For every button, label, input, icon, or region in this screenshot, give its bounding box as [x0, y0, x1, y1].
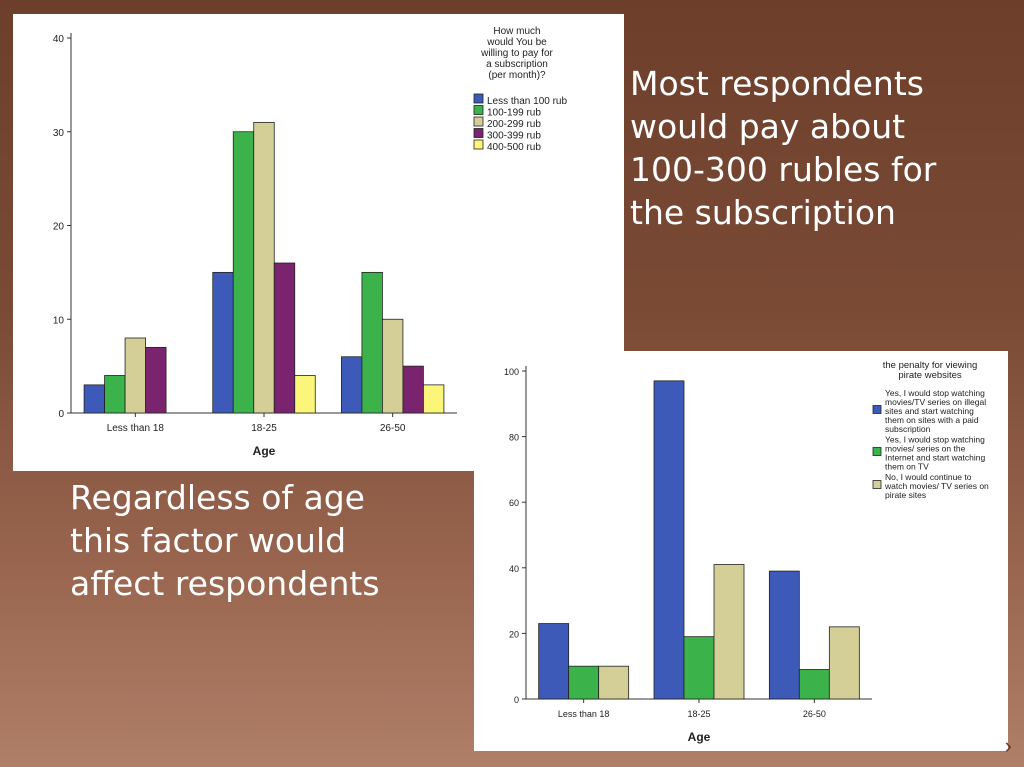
next-slide-icon: › [1004, 733, 1012, 758]
y-tick-label: 40 [53, 34, 65, 45]
bar [273, 262, 296, 414]
bar [83, 384, 105, 414]
legend-swatch [872, 480, 882, 489]
x-tick-label: 26-50 [803, 709, 826, 719]
bar [361, 271, 383, 414]
chart-subscription-price: 0 10 20 30 40 Less than 18 18-25 26-50 Age How mu… [53, 26, 568, 458]
y-tick-label: 30 [53, 128, 65, 139]
bar [568, 665, 600, 700]
bar [713, 564, 745, 700]
slide-text-bottom: Regardless of age this factor would affe… [70, 478, 380, 603]
bar [423, 384, 445, 414]
legend-entry: Less than 100 rub [487, 96, 567, 107]
y-tick-label: 80 [509, 433, 519, 443]
bar [382, 318, 404, 414]
bar [402, 365, 424, 414]
x-tick-label: Less than 18 [107, 423, 165, 434]
y-tick-label: 10 [53, 315, 65, 326]
legend-entry: 400-500 rub [487, 142, 541, 153]
legend-swatch [473, 93, 484, 104]
x-axis-label: Age [688, 730, 711, 744]
bar [232, 131, 255, 414]
bar [341, 356, 363, 414]
legend-entry: 200-299 rub [487, 119, 541, 130]
x-tick-label: 18-25 [251, 423, 277, 434]
x-axis-label: Age [253, 444, 276, 458]
y-tick-label: 0 [514, 695, 519, 705]
bar [538, 623, 570, 700]
bar [653, 380, 685, 700]
bar [104, 375, 126, 414]
chart-panel-subscription-price: 0 10 20 30 40 Less than 18 18-25 26-50 Age How mu… [13, 14, 624, 471]
legend-entry: No, I would continue to watch movies/ TV … [884, 472, 989, 500]
legend-entry: Yes, I would stop watching movies/ series… [885, 435, 985, 472]
bar [768, 570, 800, 700]
legend-swatch [473, 139, 484, 150]
y-tick-label: 40 [509, 564, 519, 574]
bar [294, 375, 316, 414]
legend-title: the penalty for viewing pirate websites [883, 360, 978, 381]
slide-text-top: Most respondents would pay about 100-300… [630, 64, 937, 232]
bar [124, 337, 146, 414]
bar [253, 121, 275, 414]
chart-piracy-penalty: 0 20 40 60 80 100 Less than 18 18-25 26-50 Age the… [504, 360, 989, 744]
y-tick-label: 60 [509, 498, 519, 508]
legend-entry: Yes, I would stop watching movies/TV seri… [885, 388, 986, 434]
bar [598, 665, 630, 700]
bar [798, 669, 830, 700]
legend-swatch [473, 105, 484, 115]
y-tick-label: 20 [53, 222, 65, 233]
legend-swatch [872, 447, 882, 456]
legend-swatch [473, 128, 484, 138]
legend-swatch [473, 116, 484, 127]
legend-swatch [872, 405, 882, 414]
bar [145, 346, 167, 414]
x-tick-label: 18-25 [687, 709, 710, 719]
legend-entry: 100-199 rub [487, 108, 541, 119]
legend-title: How much would You be willing to pay for a … [480, 26, 553, 81]
legend-entry: 300-399 rub [487, 131, 541, 142]
bar [683, 636, 715, 700]
y-tick-label: 0 [58, 409, 64, 420]
y-tick-label: 100 [504, 367, 519, 377]
bar [212, 271, 234, 414]
x-tick-label: 26-50 [380, 423, 406, 434]
bar [828, 626, 860, 700]
y-tick-label: 20 [509, 629, 519, 639]
x-tick-label: Less than 18 [558, 709, 610, 719]
chart-panel-piracy-penalty: 0 20 40 60 80 100 Less than 18 18-25 26-50 Age the… [474, 351, 1008, 751]
